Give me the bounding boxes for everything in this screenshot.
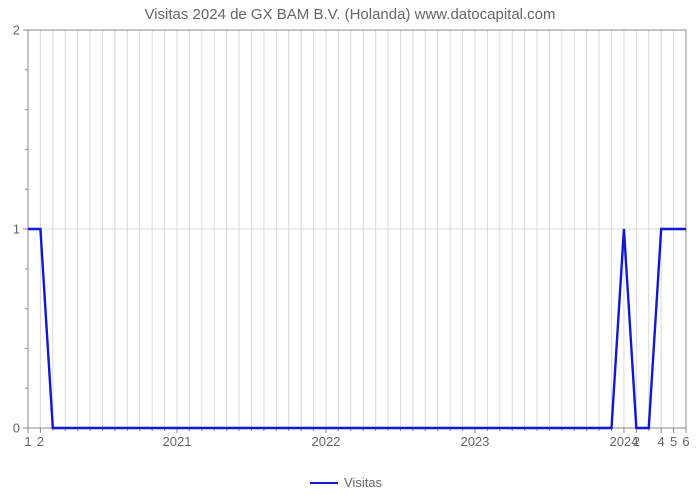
series-line	[28, 229, 686, 428]
axis-tick-label: 2	[13, 23, 20, 38]
axis-tick-label: 6	[682, 434, 689, 449]
chart-container: Visitas 2024 de GX BAM B.V. (Holanda) ww…	[0, 0, 700, 500]
plot-area	[28, 30, 686, 428]
axis-tick-label: 2021	[163, 434, 192, 449]
axis-tick-label: 2	[633, 434, 640, 449]
axis-tick-label: 4	[658, 434, 665, 449]
axis-tick-label: 2	[37, 434, 44, 449]
axis-tick-label: 1	[24, 434, 31, 449]
axis-tick-label: 0	[13, 421, 20, 436]
axis-tick-label: 2022	[311, 434, 340, 449]
axis-tick-label: 5	[670, 434, 677, 449]
legend-swatch	[310, 482, 338, 484]
legend: Visitas	[310, 475, 382, 490]
axis-tick-label: 1	[13, 222, 20, 237]
chart-title: Visitas 2024 de GX BAM B.V. (Holanda) ww…	[0, 6, 700, 23]
legend-label: Visitas	[344, 475, 382, 490]
axis-tick-label: 2023	[460, 434, 489, 449]
plot-svg	[28, 30, 686, 428]
